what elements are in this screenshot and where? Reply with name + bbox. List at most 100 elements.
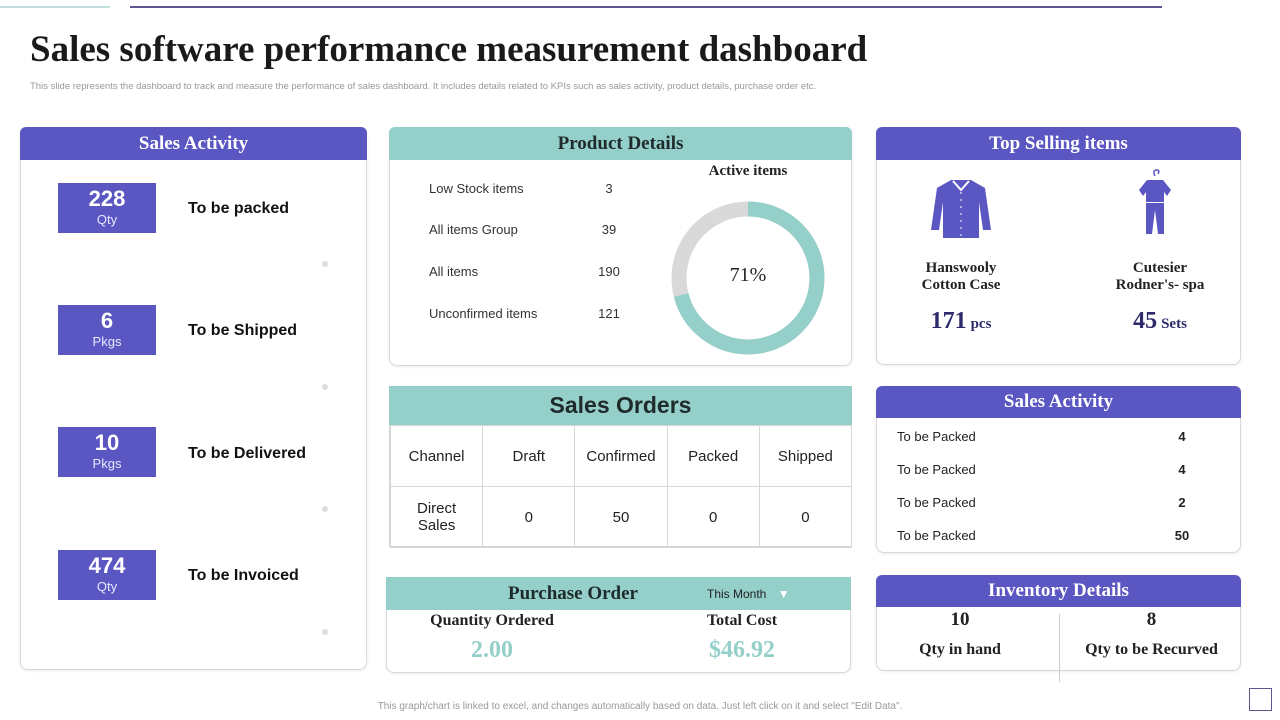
activity-row: To be Packed 4: [897, 429, 1237, 444]
kpi-value: 228: [88, 186, 126, 211]
kpi-box: 6 Pkgs: [58, 305, 156, 355]
in-hand-value: 10: [950, 609, 970, 630]
kpi-value: 10: [94, 430, 120, 455]
row-value: 39: [601, 222, 617, 237]
kpi-unit: Qty: [96, 579, 118, 594]
item-value: 171: [930, 308, 967, 334]
item-unit: Sets: [1161, 316, 1187, 332]
col-header: Draft: [482, 425, 576, 487]
top-teal-line: [0, 6, 110, 8]
corner-square: [1249, 688, 1272, 711]
kpi-label: To be packed: [188, 200, 290, 217]
dropdown-arrow-icon[interactable]: ▼: [777, 586, 790, 601]
item-value: 45: [1133, 308, 1158, 334]
purchase-order-panel: Purchase Order This Month ▼ Quantity Ord…: [386, 577, 851, 673]
kpi-box: 228 Qty: [58, 183, 156, 233]
sales-activity-panel: Sales Activity 228 Qty To be packed 6 Pkgs…: [20, 127, 367, 670]
activity-row: To be Packed 2: [897, 495, 1237, 510]
active-items-label: Active items: [708, 163, 788, 179]
period-dropdown[interactable]: This Month ▼: [707, 587, 790, 601]
item-name-line: Cotton Case: [921, 277, 1001, 293]
kpi-unit: Pkgs: [92, 334, 122, 349]
row-label: To be Packed: [897, 462, 976, 477]
table-header-row: Channel Draft Confirmed Packed Shipped: [389, 425, 853, 487]
inventory-panel: Inventory Details 10 Qty in hand 8 Qty t…: [876, 575, 1241, 682]
row-label: To be Packed: [897, 495, 976, 510]
product-row: Unconfirmed items 121: [429, 306, 629, 321]
sales-orders-table: Channel Draft Confirmed Packed Shipped D…: [389, 425, 853, 548]
product-row: All items 190: [429, 264, 629, 279]
col-header: Packed: [666, 425, 760, 487]
item-name-line: Rodner's- spa: [1115, 277, 1205, 293]
kpi-unit: Qty: [96, 212, 118, 227]
activity-row: To be Packed 4: [897, 462, 1237, 477]
item-name: Cutesier Rodner's- spa: [1085, 260, 1235, 294]
row-value: 3: [605, 181, 613, 196]
sales-orders-panel: Sales Orders Channel Draft Confirmed Pac…: [389, 386, 853, 548]
total-cost-label: Total Cost: [706, 612, 778, 629]
product-row: Low Stock items 3: [429, 181, 629, 196]
top-selling-header: Top Selling items: [876, 127, 1241, 160]
recurved-label: Qty to be Recurved: [1085, 641, 1218, 658]
row-label: Low Stock items: [429, 181, 524, 196]
dot: [322, 629, 328, 635]
qty-ordered-label: Quantity Ordered: [430, 612, 554, 629]
kpi-label: To be Shipped: [188, 322, 298, 339]
cell: 0: [666, 486, 760, 548]
cell: 50: [574, 486, 668, 548]
kpi-box: 10 Pkgs: [58, 427, 156, 477]
page-subtitle: This slide represents the dashboard to t…: [30, 81, 817, 92]
inventory-header: Inventory Details: [876, 575, 1241, 607]
in-hand-label: Qty in hand: [919, 641, 1001, 658]
dot: [322, 384, 328, 390]
kpi-value: 6: [100, 308, 114, 333]
activity-row: To be Packed 50: [897, 528, 1237, 543]
recurved-value: 8: [1146, 609, 1157, 630]
item-name-line: Cutesier: [1132, 260, 1188, 276]
row-value: 121: [598, 306, 620, 321]
qty-ordered-value: 2.00: [471, 637, 513, 663]
row-label: Unconfirmed items: [429, 306, 538, 321]
col-header: Channel: [389, 425, 484, 487]
product-details-header: Product Details: [389, 127, 852, 160]
item-name-line: Hanswooly: [925, 260, 997, 276]
footer-note: This graph/chart is linked to excel, and…: [377, 701, 903, 712]
period-value: This Month: [707, 586, 767, 601]
sales-activity-header: Sales Activity: [20, 127, 367, 160]
item-quantity: 171 pcs: [891, 308, 1031, 335]
row-label: To be Packed: [897, 429, 976, 444]
cell: Direct Sales: [389, 486, 484, 548]
kpi-label: To be Delivered: [188, 445, 306, 462]
kpi-value: 474: [88, 553, 126, 578]
col-header: Confirmed: [574, 425, 668, 487]
top-purple-line: [130, 6, 1162, 8]
row-value: 190: [598, 264, 620, 279]
purchase-order-header: Purchase Order This Month ▼: [386, 577, 851, 610]
purchase-order-title: Purchase Order: [508, 582, 638, 604]
cell: 0: [758, 486, 853, 548]
page-title: Sales software performance measurement d…: [30, 29, 868, 70]
product-row: All items Group 39: [429, 222, 629, 237]
table-row: Direct Sales 0 50 0 0: [389, 486, 853, 548]
total-cost-value: $46.92: [709, 637, 775, 663]
shirt-icon: [931, 180, 991, 238]
item-unit: pcs: [970, 316, 992, 332]
row-value: 50: [1174, 528, 1190, 543]
donut-percent: 71%: [729, 264, 767, 286]
row-label: All items Group: [429, 222, 518, 237]
dot: [322, 506, 328, 512]
row-value: 4: [1178, 429, 1186, 444]
sales-activity-right-header: Sales Activity: [876, 386, 1241, 418]
pajama-icon: [1139, 169, 1171, 234]
row-value: 4: [1178, 462, 1186, 477]
sales-activity-right-panel: Sales Activity To be Packed 4 To be Packe…: [876, 386, 1241, 553]
row-label: To be Packed: [897, 528, 976, 543]
col-header: Shipped: [758, 425, 853, 487]
kpi-box: 474 Qty: [58, 550, 156, 600]
kpi-unit: Pkgs: [92, 456, 122, 471]
donut-arc: [671, 201, 825, 355]
dot: [322, 261, 328, 267]
row-value: 2: [1178, 495, 1186, 510]
active-items-donut: [671, 201, 825, 355]
row-label: All items: [429, 264, 479, 279]
